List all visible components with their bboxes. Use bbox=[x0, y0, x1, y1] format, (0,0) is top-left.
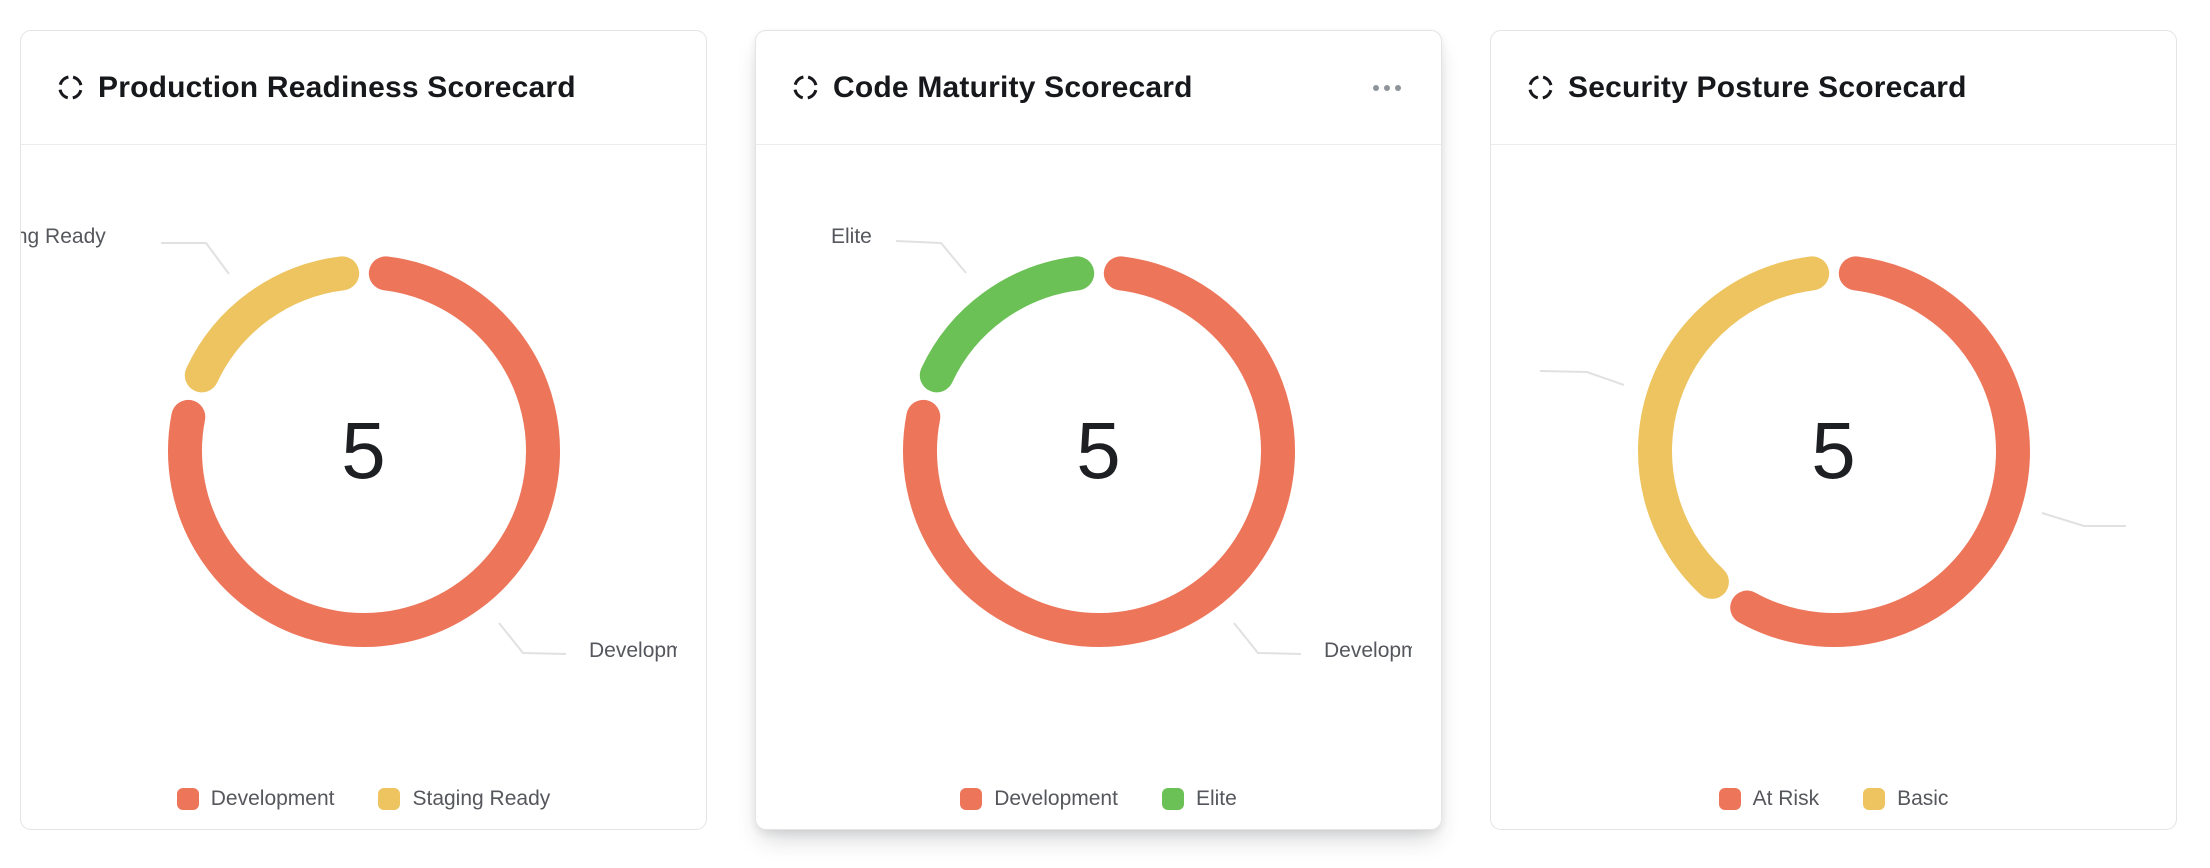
legend-swatch bbox=[176, 788, 199, 810]
legend-item-staging-ready[interactable]: Staging Ready bbox=[378, 787, 550, 811]
donut-ring bbox=[168, 256, 560, 647]
slice-label-elite: Elite bbox=[831, 225, 872, 248]
card-title: Code Maturity Scorecard bbox=[833, 70, 1193, 104]
chart-legend: Development Elite bbox=[756, 787, 1441, 811]
scorecard-dashboard: Production Readiness Scorecard Staging R… bbox=[20, 30, 2177, 830]
card-title: Production Readiness Scorecard bbox=[98, 70, 576, 104]
donut-segment-development[interactable] bbox=[903, 256, 1295, 647]
label-connector bbox=[1539, 370, 1625, 386]
chart-legend: Development Staging Ready bbox=[21, 787, 706, 811]
card-menu-button[interactable] bbox=[1369, 77, 1405, 99]
slice-label-staging-ready: Staging Ready bbox=[21, 225, 106, 248]
chart-legend: At Risk Basic bbox=[1491, 787, 2176, 811]
card-production-readiness: Production Readiness Scorecard Staging R… bbox=[20, 30, 707, 830]
donut-segment-basic[interactable] bbox=[1638, 256, 1830, 599]
legend-swatch bbox=[1718, 788, 1741, 810]
legend-item-elite[interactable]: Elite bbox=[1161, 787, 1237, 811]
ellipsis-icon bbox=[1384, 84, 1390, 91]
card-header: Code Maturity Scorecard bbox=[756, 31, 1441, 145]
legend-swatch bbox=[1863, 788, 1886, 810]
slice-label-development: Development bbox=[589, 639, 677, 662]
circle-dashed-icon bbox=[58, 75, 83, 100]
card-title: Security Posture Scorecard bbox=[1568, 70, 1967, 104]
legend-item-basic[interactable]: Basic bbox=[1863, 787, 1948, 811]
legend-swatch bbox=[378, 788, 401, 810]
label-connector bbox=[2041, 512, 2126, 527]
donut-chart: Elite Development 5 Development Elite bbox=[756, 145, 1441, 829]
legend-swatch bbox=[1161, 788, 1184, 810]
circle-dashed-icon bbox=[1528, 75, 1553, 100]
donut-segment-elite[interactable] bbox=[919, 256, 1095, 393]
ellipsis-icon bbox=[1373, 84, 1379, 91]
circle-dashed-icon bbox=[793, 75, 818, 100]
legend-item-at-risk[interactable]: At Risk bbox=[1718, 787, 1819, 811]
card-header: Security Posture Scorecard bbox=[1491, 31, 2176, 145]
slice-label-development: Development bbox=[1324, 639, 1412, 662]
legend-item-development[interactable]: Development bbox=[176, 787, 334, 811]
donut-ring bbox=[1638, 256, 2030, 647]
donut-segment-development[interactable] bbox=[168, 256, 560, 647]
card-code-maturity: Code Maturity Scorecard Elite Developmen… bbox=[755, 30, 1442, 830]
donut-segment-staging-ready[interactable] bbox=[184, 256, 360, 393]
donut-center-value: 5 bbox=[1076, 406, 1121, 495]
donut-chart: Staging Ready Development 5 Development … bbox=[21, 145, 706, 829]
donut-center-value: 5 bbox=[1811, 406, 1856, 495]
donut-chart: 5 At Risk Basic bbox=[1491, 145, 2176, 829]
donut-segment-at-risk[interactable] bbox=[1730, 256, 2030, 647]
card-security-posture: Security Posture Scorecard 5 At Risk Bas… bbox=[1490, 30, 2177, 830]
card-header: Production Readiness Scorecard bbox=[21, 31, 706, 145]
donut-center-value: 5 bbox=[341, 406, 386, 495]
donut-ring bbox=[903, 256, 1295, 647]
ellipsis-icon bbox=[1395, 84, 1401, 91]
legend-item-development[interactable]: Development bbox=[960, 787, 1118, 811]
legend-swatch bbox=[960, 788, 983, 810]
